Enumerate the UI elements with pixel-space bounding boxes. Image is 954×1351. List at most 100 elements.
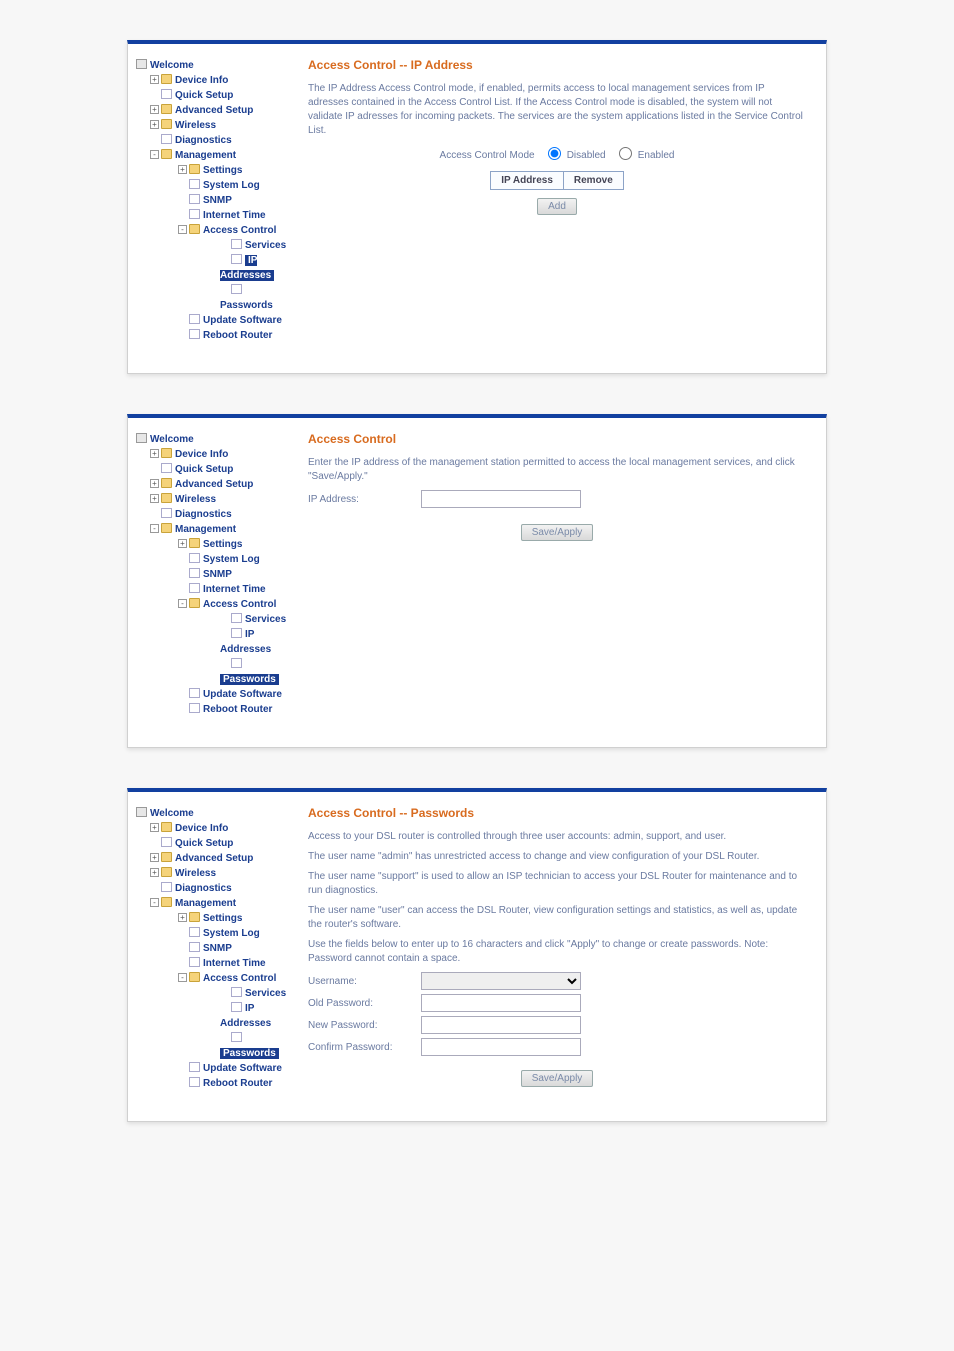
page-title: Access Control — [308, 432, 806, 446]
nav-management[interactable]: Management — [175, 524, 236, 535]
nav-access-control[interactable]: Access Control — [203, 225, 276, 236]
nav-snmp[interactable]: SNMP — [203, 569, 232, 580]
nav-advanced-setup[interactable]: Advanced Setup — [175, 105, 253, 116]
doc-icon — [161, 508, 172, 518]
mode-enabled-radio[interactable] — [619, 147, 632, 160]
add-button[interactable]: Add — [537, 198, 577, 215]
expander-icon[interactable]: - — [150, 524, 159, 533]
expander-icon[interactable]: + — [150, 868, 159, 877]
nav-welcome[interactable]: Welcome — [150, 434, 194, 445]
nav-update-software[interactable]: Update Software — [203, 1063, 282, 1074]
nav-snmp[interactable]: SNMP — [203, 195, 232, 206]
nav-services[interactable]: Services — [245, 614, 286, 625]
folder-icon — [161, 478, 172, 488]
nav-ip-addresses[interactable]: IP Addresses — [220, 1003, 271, 1029]
nav-diagnostics[interactable]: Diagnostics — [175, 509, 232, 520]
expander-icon[interactable]: + — [150, 479, 159, 488]
doc-icon — [189, 179, 200, 189]
nav-settings[interactable]: Settings — [203, 539, 242, 550]
newpw-label: New Password: — [308, 1020, 418, 1031]
nav-snmp[interactable]: SNMP — [203, 943, 232, 954]
expander-icon[interactable]: + — [150, 449, 159, 458]
nav-ip-addresses[interactable]: IP Addresses — [220, 629, 271, 655]
nav-quick-setup[interactable]: Quick Setup — [175, 90, 233, 101]
nav-device-info[interactable]: Device Info — [175, 75, 228, 86]
expander-icon[interactable]: + — [178, 539, 187, 548]
nav-access-control[interactable]: Access Control — [203, 599, 276, 610]
nav-passwords[interactable]: Passwords — [220, 300, 273, 311]
page-title: Access Control -- IP Address — [308, 58, 806, 72]
nav-management[interactable]: Management — [175, 150, 236, 161]
oldpw-input[interactable] — [421, 994, 581, 1012]
expander-icon[interactable]: + — [150, 75, 159, 84]
expander-icon[interactable]: - — [150, 898, 159, 907]
mode-disabled-radio[interactable] — [548, 147, 561, 160]
expander-icon[interactable]: + — [150, 105, 159, 114]
username-select[interactable] — [421, 972, 581, 990]
nav-system-log[interactable]: System Log — [203, 928, 260, 939]
save-apply-button[interactable]: Save/Apply — [521, 524, 594, 541]
save-apply-button[interactable]: Save/Apply — [521, 1070, 594, 1087]
folder-open-icon — [189, 598, 200, 608]
doc-icon — [231, 628, 242, 638]
expander-icon[interactable]: - — [178, 599, 187, 608]
root-icon — [136, 59, 147, 69]
nav-internet-time[interactable]: Internet Time — [203, 584, 266, 595]
doc-icon — [189, 314, 200, 324]
folder-icon — [161, 867, 172, 877]
nav-diagnostics[interactable]: Diagnostics — [175, 883, 232, 894]
folder-icon — [189, 912, 200, 922]
nav-wireless[interactable]: Wireless — [175, 120, 216, 131]
nav-ip-addresses[interactable]: IP Addresses — [220, 255, 274, 281]
nav-services[interactable]: Services — [245, 988, 286, 999]
expander-icon[interactable]: - — [178, 973, 187, 982]
doc-icon — [189, 927, 200, 937]
nav-system-log[interactable]: System Log — [203, 180, 260, 191]
panel-ip-address: Welcome + Device Info Quick Setup + Advanced … — [127, 40, 827, 374]
nav-management[interactable]: Management — [175, 898, 236, 909]
nav-passwords[interactable]: Passwords — [220, 674, 279, 685]
expander-icon[interactable]: - — [178, 225, 187, 234]
nav-welcome[interactable]: Welcome — [150, 60, 194, 71]
expander-icon[interactable]: + — [178, 165, 187, 174]
nav-welcome[interactable]: Welcome — [150, 808, 194, 819]
nav-diagnostics[interactable]: Diagnostics — [175, 135, 232, 146]
expander-icon[interactable]: + — [178, 913, 187, 922]
ip-label: IP Address: — [308, 494, 418, 505]
expander-icon[interactable]: + — [150, 823, 159, 832]
confirmpw-input[interactable] — [421, 1038, 581, 1056]
nav-services[interactable]: Services — [245, 240, 286, 251]
nav-wireless[interactable]: Wireless — [175, 494, 216, 505]
nav-quick-setup[interactable]: Quick Setup — [175, 464, 233, 475]
nav-advanced-setup[interactable]: Advanced Setup — [175, 853, 253, 864]
expander-icon[interactable]: + — [150, 120, 159, 129]
nav-settings[interactable]: Settings — [203, 913, 242, 924]
expander-icon[interactable]: + — [150, 494, 159, 503]
nav-reboot-router[interactable]: Reboot Router — [203, 330, 272, 341]
nav-access-control[interactable]: Access Control — [203, 973, 276, 984]
nav-wireless[interactable]: Wireless — [175, 868, 216, 879]
doc-icon — [189, 568, 200, 578]
nav-advanced-setup[interactable]: Advanced Setup — [175, 479, 253, 490]
doc-icon — [189, 583, 200, 593]
doc-icon — [161, 89, 172, 99]
nav-update-software[interactable]: Update Software — [203, 689, 282, 700]
expander-icon[interactable]: - — [150, 150, 159, 159]
nav-internet-time[interactable]: Internet Time — [203, 210, 266, 221]
nav-update-software[interactable]: Update Software — [203, 315, 282, 326]
expander-icon[interactable]: + — [150, 853, 159, 862]
nav-internet-time[interactable]: Internet Time — [203, 958, 266, 969]
nav-tree: Welcome + Device Info Quick Setup + Advanced … — [136, 806, 296, 1091]
nav-reboot-router[interactable]: Reboot Router — [203, 1078, 272, 1089]
nav-passwords[interactable]: Passwords — [220, 1048, 279, 1059]
nav-system-log[interactable]: System Log — [203, 554, 260, 565]
nav-device-info[interactable]: Device Info — [175, 823, 228, 834]
nav-quick-setup[interactable]: Quick Setup — [175, 838, 233, 849]
folder-open-icon — [161, 149, 172, 159]
ip-input[interactable] — [421, 490, 581, 508]
nav-reboot-router[interactable]: Reboot Router — [203, 704, 272, 715]
nav-device-info[interactable]: Device Info — [175, 449, 228, 460]
newpw-input[interactable] — [421, 1016, 581, 1034]
nav-settings[interactable]: Settings — [203, 165, 242, 176]
doc-icon — [161, 837, 172, 847]
